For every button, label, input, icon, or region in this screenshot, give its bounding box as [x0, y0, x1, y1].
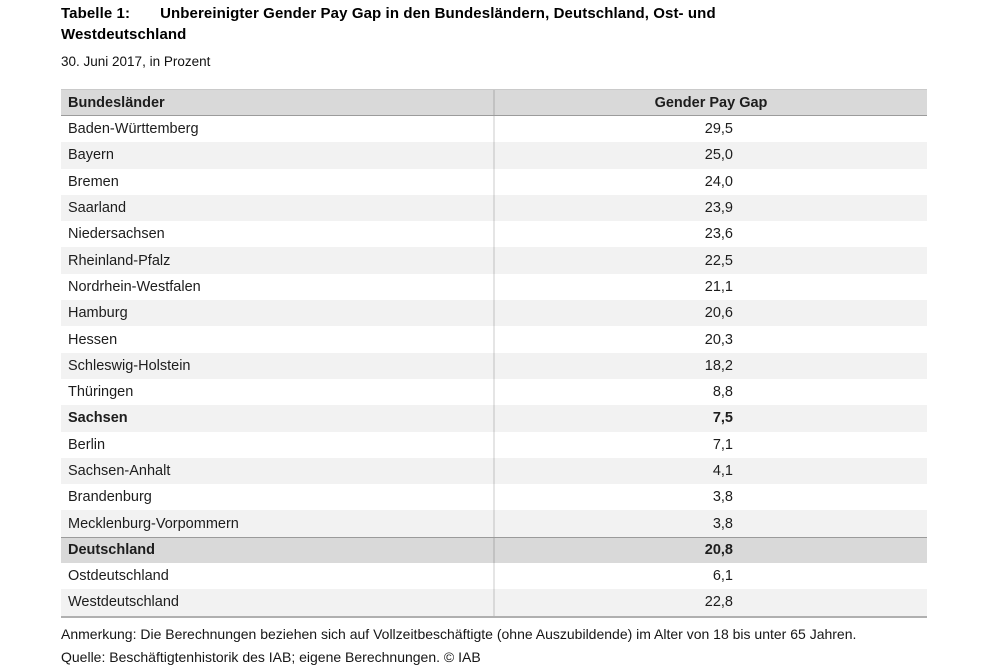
table-body: Baden-Württemberg 29,5 Bayern 25,0 Bremen 24,…	[61, 116, 927, 616]
row-label: Bayern	[68, 147, 114, 164]
row-value: 20,3	[493, 326, 927, 353]
table-row: Mecklenburg-Vorpommern 3,8	[61, 510, 927, 537]
row-label: Bremen	[68, 173, 119, 190]
table-row: Sachsen-Anhalt 4,1	[61, 457, 927, 485]
row-value: 22,8	[493, 589, 927, 616]
row-label: Mecklenburg-Vorpommern	[68, 515, 239, 532]
row-value: 20,8	[493, 537, 927, 564]
table-row: Ostdeutschland 6,1	[61, 563, 927, 590]
note-quelle: Quelle: Beschäftigtenhistorik des IAB; e…	[61, 648, 481, 665]
table-row: Nordrhein-Westfalen 21,1	[61, 273, 927, 301]
table-row: Thüringen 8,8	[61, 378, 927, 406]
table-row: Rheinland-Pfalz 22,5	[61, 247, 927, 274]
row-label: Brandenburg	[68, 489, 152, 506]
table-row: Westdeutschland 22,8	[61, 589, 927, 616]
table-title-prefix: Tabelle 1:	[61, 5, 131, 22]
row-value: 6,1	[493, 563, 927, 590]
row-value: 21,1	[493, 273, 927, 301]
table-row: Bremen 24,0	[61, 168, 927, 195]
row-value: 23,9	[493, 194, 927, 222]
row-value: 23,6	[493, 221, 927, 248]
table-row: Baden-Württemberg 29,5	[61, 116, 927, 143]
row-label: Sachsen	[68, 410, 128, 427]
row-value: 22,5	[493, 247, 927, 274]
row-label: Niedersachsen	[68, 226, 165, 243]
table-row: Niedersachsen 23,6	[61, 221, 927, 248]
row-value: 20,6	[493, 300, 927, 327]
column-header-gender-pay-gap: Gender Pay Gap	[493, 90, 927, 115]
page: Tabelle 1: Unbereinigter Gender Pay Gap i…	[61, 0, 927, 666]
row-label: Westdeutschland	[68, 594, 179, 611]
row-label: Nordrhein-Westfalen	[68, 278, 201, 295]
row-value: 3,8	[493, 484, 927, 511]
row-value: 18,2	[493, 352, 927, 379]
table-title-text: Unbereinigter Gender Pay Gap in den Bund…	[61, 5, 716, 43]
row-label: Hessen	[68, 331, 118, 348]
table-title: Tabelle 1: Unbereinigter Gender Pay Gap i…	[61, 3, 927, 45]
row-label: Sachsen-Anhalt	[68, 463, 171, 479]
row-label: Deutschland	[68, 542, 156, 559]
row-label: Thüringen	[68, 384, 134, 401]
row-label: Rheinland-Pfalz	[68, 252, 171, 269]
row-label: Hamburg	[68, 305, 128, 322]
table-row: Brandenburg 3,8	[61, 484, 927, 511]
row-value: 7,5	[493, 405, 927, 432]
table-row: Saarland 23,9	[61, 194, 927, 222]
row-value: 4,1	[493, 457, 927, 485]
table-row: Berlin 7,1	[61, 431, 927, 458]
table-row: Schleswig-Holstein 18,2	[61, 352, 927, 379]
row-label: Schleswig-Holstein	[68, 357, 191, 374]
row-value: 25,0	[493, 142, 927, 169]
row-value: 29,5	[493, 116, 927, 143]
row-value: 7,1	[493, 431, 927, 458]
table-row: Bayern 25,0	[61, 142, 927, 169]
row-label: Ostdeutschland	[68, 568, 169, 585]
table-row: Deutschland 20,8	[61, 536, 927, 564]
table-row: Hamburg 20,6	[61, 300, 927, 327]
table-row: Hessen 20,3	[61, 326, 927, 353]
table-row: Sachsen 7,5	[61, 405, 927, 432]
table-subtitle: 30. Juni 2017, in Prozent	[61, 54, 211, 69]
row-value: 8,8	[493, 378, 927, 406]
table-header-row: Bundesländer Gender Pay Gap	[61, 89, 927, 116]
row-value: 3,8	[493, 510, 927, 537]
row-label: Berlin	[68, 436, 106, 453]
row-value: 24,0	[493, 168, 927, 195]
column-header-bundeslaender: Bundesländer	[68, 94, 165, 111]
row-label: Baden-Württemberg	[68, 121, 199, 138]
row-label: Saarland	[68, 200, 127, 217]
note-anmerkung: Anmerkung: Die Berechnungen beziehen sic…	[61, 625, 857, 642]
gender-pay-gap-table: Bundesländer Gender Pay Gap Baden-Württe…	[61, 89, 927, 618]
